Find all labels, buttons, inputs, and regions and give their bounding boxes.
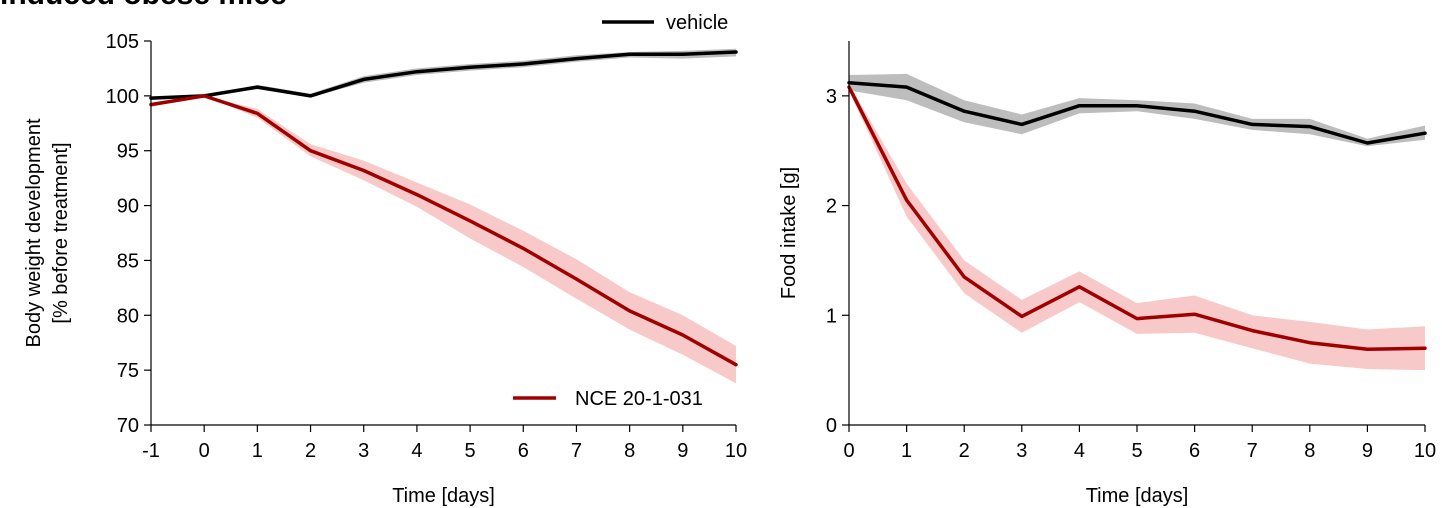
x-tick-label: 3 xyxy=(1016,440,1027,462)
x-tick-label: 2 xyxy=(959,440,970,462)
x-tick-label: 1 xyxy=(901,440,912,462)
x-tick-label: 9 xyxy=(677,440,688,462)
legend-label-1: NCE 20-1-031 xyxy=(575,388,703,410)
series-line-0 xyxy=(149,50,738,100)
x-tick-label: 4 xyxy=(411,440,422,462)
error-band-0 xyxy=(849,73,1425,147)
x-tick-label: 3 xyxy=(358,440,369,462)
error-band-1 xyxy=(849,83,1425,371)
y-tick-label: 100 xyxy=(106,86,139,108)
x-tick-label: 4 xyxy=(1074,440,1085,462)
x-tick-label: 0 xyxy=(199,440,210,462)
series-line-1 xyxy=(847,85,1427,352)
x-tick-label: 6 xyxy=(518,440,529,462)
x-tick-label: 9 xyxy=(1362,440,1373,462)
y-tick-label: 85 xyxy=(117,250,139,272)
body-weight-chart: -1 0 1 2 3 4 5 6 7 8 9 10 70 75 80 85 90 95 100 105 Time [da… xyxy=(23,12,747,507)
y-tick-label: 70 xyxy=(117,415,139,437)
y-tick-label: 80 xyxy=(117,305,139,327)
x-tick-label: 5 xyxy=(1131,440,1142,462)
x-tick-label: 7 xyxy=(571,440,582,462)
x-tick-label: 5 xyxy=(465,440,476,462)
food-intake-chart: 0 1 2 3 4 5 6 7 8 9 10 0 1 2 3 Time [days] Food intake [… xyxy=(778,41,1436,507)
x-tick-label: 7 xyxy=(1247,440,1258,462)
x-tick-label: 6 xyxy=(1189,440,1200,462)
series-line-1 xyxy=(149,94,738,367)
x-tick-label: 8 xyxy=(1304,440,1315,462)
x-tick-label: -1 xyxy=(142,440,160,462)
y-axis-label: Food intake [g] xyxy=(778,167,800,299)
x-axis-label: Time [days] xyxy=(392,485,495,507)
x-tick-label: 10 xyxy=(1414,440,1436,462)
x-tick-label: 1 xyxy=(252,440,263,462)
legend-label-0: vehicle xyxy=(666,12,728,34)
y-tick-label: 1 xyxy=(826,305,837,327)
x-tick-label: 8 xyxy=(624,440,635,462)
y-tick-label: 90 xyxy=(117,196,139,218)
y-axis-label-line1: Body weight development xyxy=(23,118,45,347)
figure-title: induced obese mice xyxy=(0,0,287,12)
y-tick-label: 3 xyxy=(826,86,837,108)
y-tick-label: 0 xyxy=(826,415,837,437)
series-line-0 xyxy=(847,80,1427,145)
y-tick-label: 75 xyxy=(117,360,139,382)
y-tick-label: 95 xyxy=(117,141,139,163)
y-axis-label-line2: [% before treatment] xyxy=(50,142,72,323)
x-tick-label: 0 xyxy=(843,440,854,462)
y-tick-label: 105 xyxy=(106,31,139,53)
y-tick-label: 2 xyxy=(826,196,837,218)
x-tick-label: 2 xyxy=(305,440,316,462)
x-axis-label: Time [days] xyxy=(1086,485,1189,507)
x-tick-label: 10 xyxy=(725,440,747,462)
error-band-1 xyxy=(151,95,736,384)
